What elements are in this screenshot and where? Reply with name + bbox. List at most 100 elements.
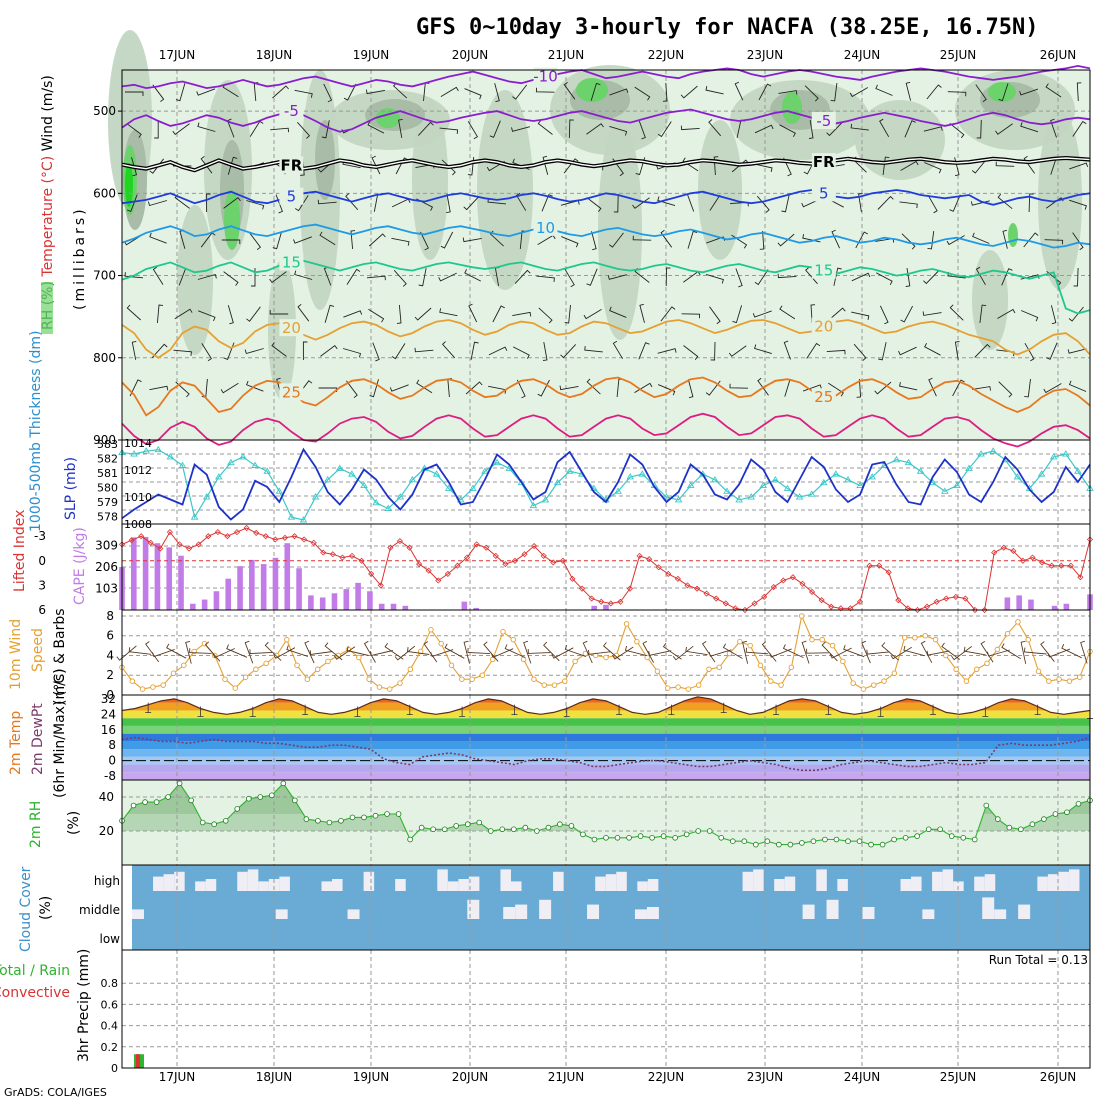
wind-barb: [833, 267, 842, 286]
wind-barb: [609, 232, 624, 248]
slp-tick: 1012: [124, 464, 152, 477]
li-marker: [473, 541, 480, 548]
rh2m-marker: [603, 834, 609, 841]
wind-barb: [808, 120, 814, 139]
li-marker: [808, 588, 816, 596]
wind-speed-marker: [181, 662, 187, 669]
wind-speed-marker: [170, 670, 177, 677]
x-label-bottom: 25JUN: [940, 1070, 977, 1084]
cloud-gap: [553, 871, 564, 891]
cloud-gap: [647, 879, 659, 891]
wind-barb: [900, 160, 919, 171]
thickness-tick: 581: [97, 467, 118, 480]
wind-speed-marker: [870, 682, 877, 688]
wind-barb: [685, 646, 708, 656]
precip-legend-convective: Convective: [0, 985, 70, 1001]
wind-barb: [1069, 162, 1089, 170]
thickness-marker: [372, 498, 380, 506]
cloud-gap: [1047, 874, 1059, 891]
thickness-marker: [190, 513, 199, 520]
precip-tick: 0.4: [101, 1020, 119, 1033]
rh2m-marker: [845, 838, 851, 844]
wind-barb: [249, 232, 262, 250]
li-marker: [1048, 562, 1055, 569]
wind-barb: [642, 640, 654, 663]
wind-barb: [129, 379, 142, 397]
wind-barb: [246, 200, 265, 210]
wind-speed-marker: [531, 676, 537, 682]
li-marker: [962, 595, 969, 602]
li-marker: [243, 524, 250, 532]
temp-minmax: [249, 706, 256, 717]
contour-label: 25: [282, 383, 301, 401]
cape-bar: [1016, 595, 1022, 610]
wind-barb: [147, 200, 168, 207]
cape-bar: [319, 597, 326, 610]
wind-barb: [979, 304, 987, 323]
cape-bar: [249, 559, 255, 610]
wind-speed-marker: [932, 636, 939, 643]
contour-label: -10: [533, 68, 558, 86]
wind-barb: [346, 380, 358, 398]
wind-barb: [804, 85, 819, 102]
wind-barb: [463, 196, 480, 211]
wind-speed-marker: [953, 666, 959, 673]
wind-barb: [853, 343, 867, 361]
cape-bar: [213, 591, 220, 610]
rh-shade-green: [782, 92, 802, 124]
wind-barb: [995, 161, 1015, 167]
temp-band: [122, 764, 1090, 773]
wind-barb: [926, 650, 950, 656]
thickness-marker: [844, 475, 852, 483]
thickness-marker: [408, 475, 417, 483]
wind-barb: [757, 377, 769, 396]
rh2m-marker: [545, 824, 552, 831]
wind-barb: [801, 640, 810, 664]
rh2m-marker: [833, 836, 840, 843]
temp-band: [122, 702, 1090, 711]
wind-speed-marker: [737, 638, 743, 645]
wind-barb: [947, 91, 967, 97]
thickness-marker: [348, 470, 356, 477]
cloud-gap: [539, 899, 552, 919]
wind-barb: [687, 230, 698, 249]
wind-barb: [1024, 379, 1031, 398]
cloud-gap: [515, 904, 528, 919]
rh2m-marker: [372, 812, 379, 819]
thickness-marker: [735, 496, 743, 503]
cloud-tick: middle: [79, 903, 120, 917]
temp-minmax: [720, 702, 727, 714]
x-label-bottom: 20JUN: [452, 1070, 489, 1084]
thickness-marker: [1049, 453, 1058, 460]
rh2m-marker: [718, 834, 725, 841]
temp-minmax: [668, 704, 675, 715]
wind-barb: [297, 304, 310, 322]
cloud-gap: [802, 904, 815, 919]
wind-barb: [512, 311, 532, 317]
li-marker: [943, 595, 950, 602]
rh2m-marker: [557, 821, 563, 827]
wind-barb: [125, 91, 144, 96]
thickness-marker: [953, 481, 961, 489]
rh2m-marker: [683, 831, 690, 838]
wind-barb: [701, 641, 716, 663]
li-marker: [818, 597, 825, 604]
cloud-ylabel-2: (%): [38, 896, 54, 920]
wind-barb: [152, 84, 165, 102]
contour-label: 5: [819, 184, 829, 202]
rh2m-marker: [948, 833, 955, 839]
rh-shade-dark: [315, 120, 335, 200]
wind-barb: [272, 85, 289, 99]
wind-barb: [583, 309, 602, 320]
wind-barb: [128, 647, 152, 655]
wind-barb: [922, 311, 942, 316]
wind-barb: [710, 341, 716, 361]
wind-barb: [584, 346, 603, 353]
rh2m-marker: [338, 817, 344, 824]
wind-barb: [607, 274, 627, 280]
wind-barb: [542, 342, 548, 362]
wind-speed-marker: [417, 648, 424, 655]
wind-barb: [273, 647, 296, 659]
wind-barb: [877, 195, 894, 210]
wind-speed-marker: [150, 684, 156, 690]
